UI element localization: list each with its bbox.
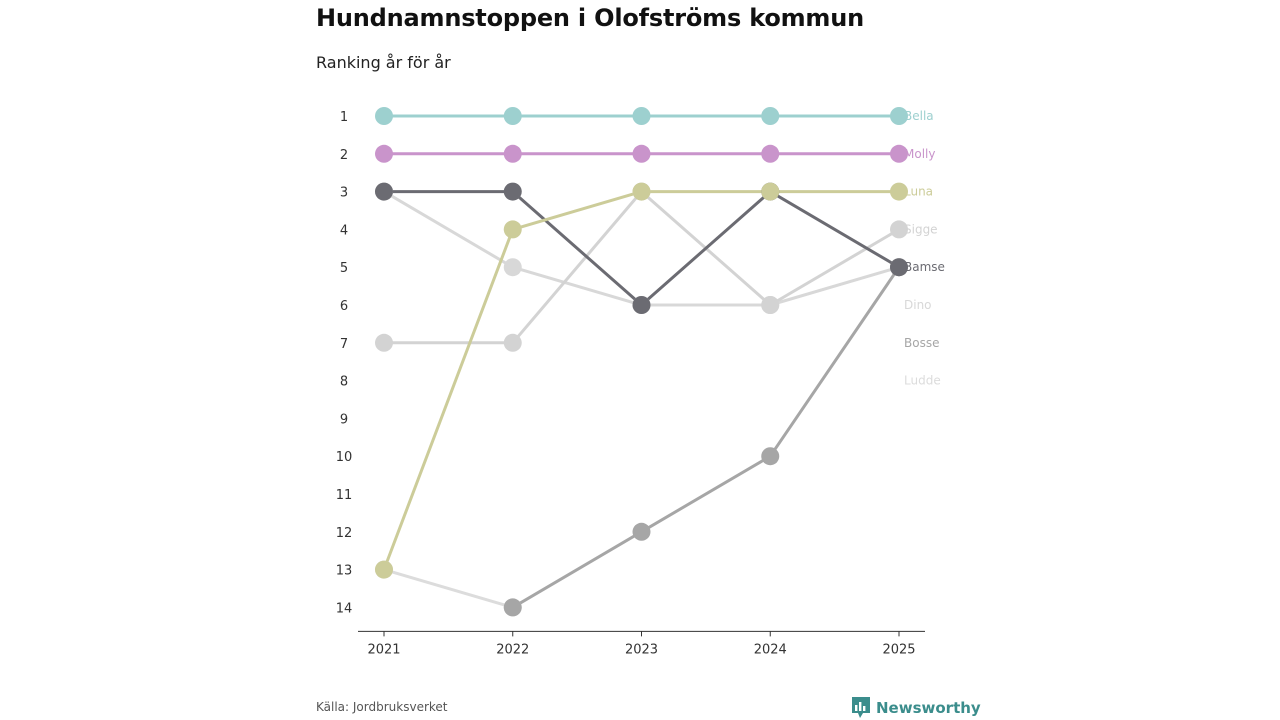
y-tick-label: 7 [340, 337, 348, 352]
y-tick-label: 2 [340, 148, 348, 163]
newsworthy-logo-icon [852, 697, 870, 718]
y-tick-label: 10 [336, 450, 353, 465]
data-point-bosse [761, 447, 780, 466]
data-point-molly [761, 144, 780, 163]
y-tick-label: 13 [336, 564, 353, 579]
data-point-bella [761, 107, 780, 125]
series-label-ludde: Ludde [904, 374, 941, 388]
series-label-sigge: Sigge [904, 222, 938, 236]
y-tick-label: 9 [340, 412, 348, 427]
series-label-luna: Luna [904, 185, 933, 199]
chart-title: Hundnamnstoppen i Olofströms kommun [316, 4, 865, 32]
series-label-bosse: Bosse [904, 336, 939, 350]
data-point-bamse [890, 258, 908, 277]
data-point-dino [503, 258, 522, 277]
series-line-bamse [382, 190, 901, 307]
data-point-luna [632, 182, 651, 201]
data-point-bamse [632, 296, 651, 314]
data-point-bella [375, 107, 393, 125]
data-point-luna [503, 220, 522, 239]
y-tick-label: 6 [340, 299, 348, 314]
series-line-dino [382, 190, 901, 307]
data-point-molly [503, 144, 522, 163]
source-note: Källa: Jordbruksverket [316, 700, 448, 714]
brand-logo: Newsworthy [852, 697, 981, 719]
data-point-sigge [503, 333, 522, 352]
x-tick-label: 2024 [754, 642, 787, 657]
y-tick-label: 3 [340, 186, 348, 201]
data-point-bamse [375, 182, 393, 201]
data-point-luna [761, 182, 780, 201]
series-label-bamse: Bamse [904, 260, 945, 274]
x-tick-label: 2022 [496, 642, 529, 657]
data-point-bosse [503, 598, 522, 617]
y-tick-label: 8 [340, 375, 348, 390]
chart-subtitle: Ranking år för år [316, 53, 451, 72]
series-line-sigge [382, 190, 901, 345]
data-point-sigge [761, 296, 780, 314]
data-point-bella [890, 107, 908, 125]
y-tick-label: 4 [340, 223, 348, 238]
data-point-bamse [503, 182, 522, 201]
data-point-bosse [632, 522, 651, 541]
series-label-bella: Bella [904, 109, 934, 123]
y-tick-label: 1 [340, 110, 348, 125]
series-line-ludde [382, 568, 515, 609]
data-point-sigge [375, 333, 393, 352]
x-tick-label: 2023 [625, 642, 658, 657]
y-tick-label: 5 [340, 261, 348, 276]
y-tick-label: 11 [336, 488, 353, 503]
data-point-molly [632, 144, 651, 163]
data-point-luna [890, 182, 908, 201]
x-tick-label: 2025 [882, 642, 915, 657]
data-point-molly [375, 144, 393, 163]
y-tick-label: 12 [336, 526, 353, 541]
series-line-bosse [511, 265, 901, 609]
series-label-molly: Molly [904, 147, 935, 161]
data-point-bella [632, 107, 651, 125]
data-point-bella [503, 107, 522, 125]
series-label-dino: Dino [904, 298, 932, 312]
data-point-sigge [890, 220, 908, 239]
data-point-luna [375, 560, 393, 579]
y-tick-label: 14 [336, 601, 353, 616]
brand-name: Newsworthy [876, 699, 981, 717]
data-point-molly [890, 144, 908, 163]
x-tick-label: 2021 [367, 642, 400, 657]
